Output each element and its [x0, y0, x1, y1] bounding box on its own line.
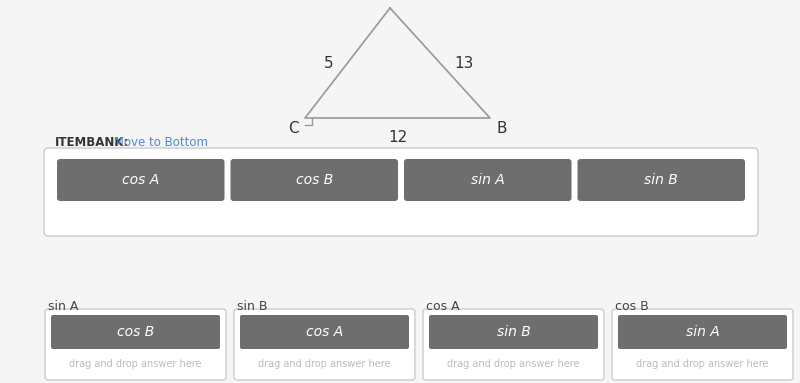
Text: cos A: cos A [426, 300, 460, 313]
FancyBboxPatch shape [404, 159, 571, 201]
Text: A: A [385, 0, 395, 3]
FancyBboxPatch shape [240, 315, 409, 349]
Text: cos A: cos A [306, 325, 343, 339]
Text: cos A: cos A [122, 173, 159, 187]
Text: C: C [288, 121, 299, 136]
Text: B: B [496, 121, 506, 136]
Text: 5: 5 [324, 56, 334, 70]
FancyBboxPatch shape [45, 309, 226, 380]
Text: sin B: sin B [497, 325, 530, 339]
FancyBboxPatch shape [230, 159, 398, 201]
FancyBboxPatch shape [423, 309, 604, 380]
Text: cos B: cos B [615, 300, 649, 313]
Text: drag and drop answer here: drag and drop answer here [447, 359, 580, 369]
Text: ITEMBANK:: ITEMBANK: [55, 136, 130, 149]
Text: sin A: sin A [686, 325, 719, 339]
FancyBboxPatch shape [618, 315, 787, 349]
Text: sin B: sin B [644, 173, 678, 187]
FancyBboxPatch shape [44, 148, 758, 236]
Text: cos B: cos B [296, 173, 333, 187]
Text: drag and drop answer here: drag and drop answer here [636, 359, 769, 369]
FancyBboxPatch shape [234, 309, 415, 380]
FancyBboxPatch shape [612, 309, 793, 380]
FancyBboxPatch shape [51, 315, 220, 349]
Text: cos B: cos B [117, 325, 154, 339]
Text: sin B: sin B [237, 300, 267, 313]
Text: sin A: sin A [48, 300, 78, 313]
FancyBboxPatch shape [57, 159, 225, 201]
Text: Move to Bottom: Move to Bottom [110, 136, 208, 149]
Text: 12: 12 [388, 130, 407, 145]
Text: drag and drop answer here: drag and drop answer here [70, 359, 202, 369]
Text: sin A: sin A [471, 173, 505, 187]
FancyBboxPatch shape [429, 315, 598, 349]
Text: drag and drop answer here: drag and drop answer here [258, 359, 390, 369]
FancyBboxPatch shape [578, 159, 745, 201]
Text: 13: 13 [454, 56, 474, 70]
